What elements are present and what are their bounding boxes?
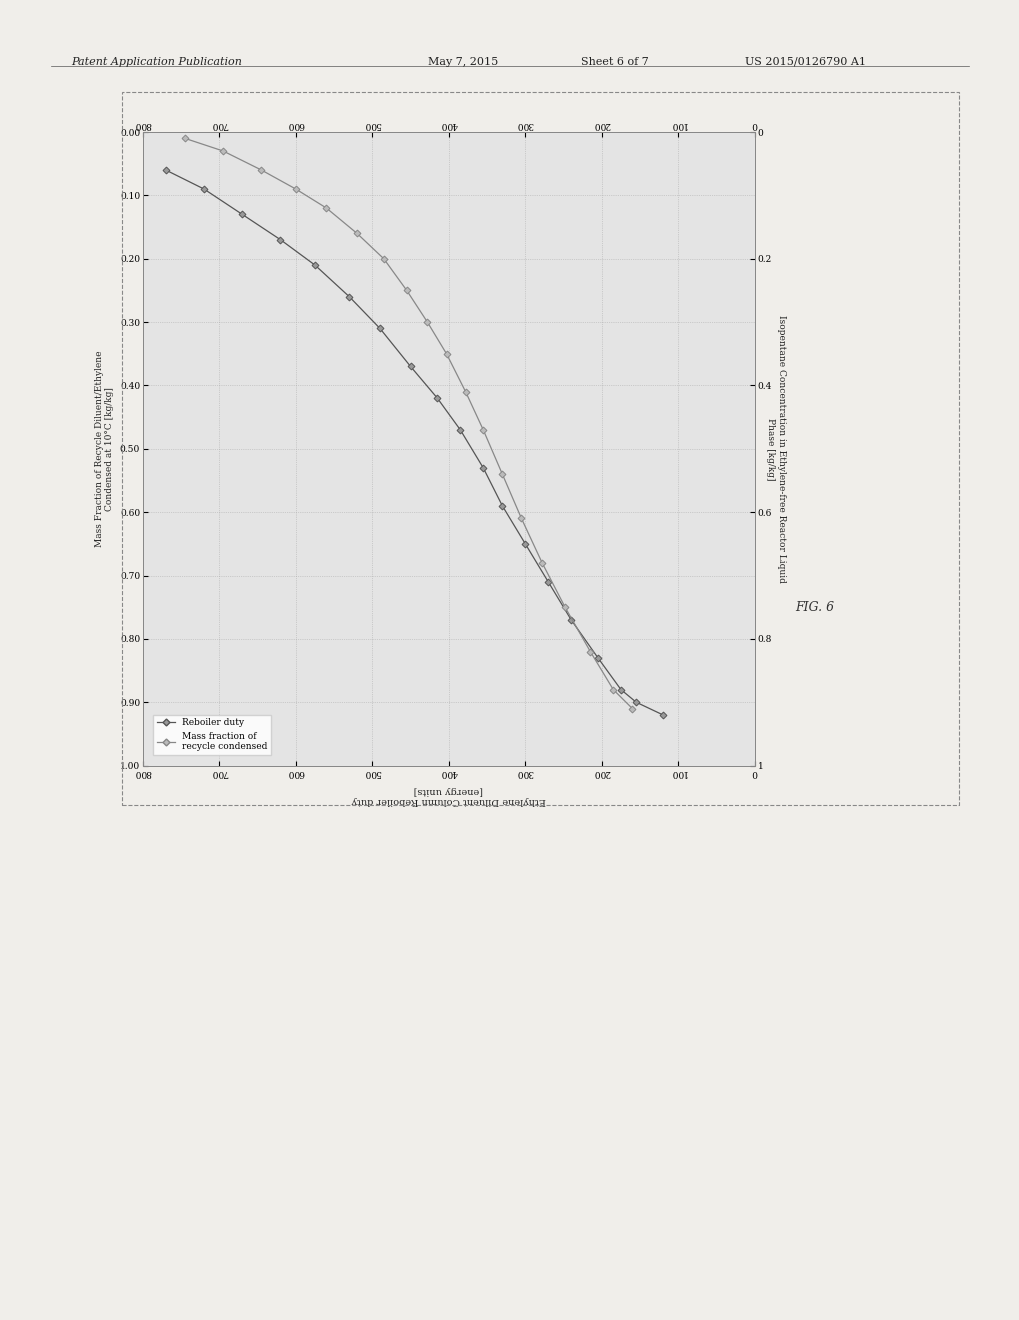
X-axis label: Ethylene Diluent Column Reboiler duty
[energy units]: Ethylene Diluent Column Reboiler duty [e… xyxy=(352,785,545,805)
Text: May 7, 2015: May 7, 2015 xyxy=(428,57,498,67)
Text: US 2015/0126790 A1: US 2015/0126790 A1 xyxy=(744,57,865,67)
Legend: Reboiler duty, Mass fraction of
recycle condensed: Reboiler duty, Mass fraction of recycle … xyxy=(153,714,271,755)
Text: Patent Application Publication: Patent Application Publication xyxy=(71,57,243,67)
Text: Sheet 6 of 7: Sheet 6 of 7 xyxy=(581,57,648,67)
Text: FIG. 6: FIG. 6 xyxy=(795,601,834,614)
Y-axis label: Isopentane Concentration in Ethylene-free Reactor Liquid
Phase [kg/kg]: Isopentane Concentration in Ethylene-fre… xyxy=(765,315,785,582)
Y-axis label: Mass Fraction of Recycle Diluent/Ethylene
Condensed at 10°C [kg/kg]: Mass Fraction of Recycle Diluent/Ethylen… xyxy=(95,351,114,546)
